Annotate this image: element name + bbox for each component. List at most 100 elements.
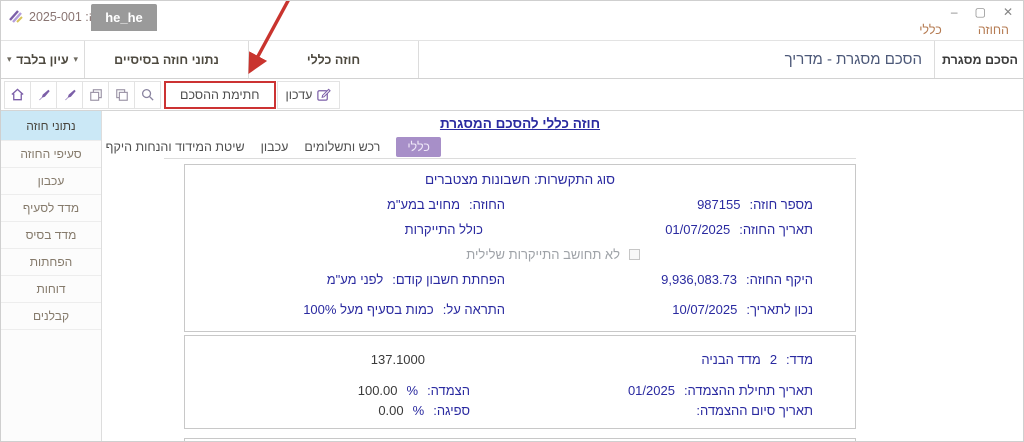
caret-down-icon[interactable]: ▾	[7, 54, 12, 64]
field-value: 10/07/2025	[672, 302, 738, 317]
ribbon-spacer: הסכם מסגרת - מדריך	[419, 41, 935, 78]
index-field: מדד: 2 מדד הבניה	[701, 352, 813, 367]
tab-indexation-method[interactable]: שיטת המידוד והנחות היקף	[105, 140, 245, 154]
menu-bar: החוזה כללי	[919, 23, 1009, 37]
pin-icon	[38, 89, 50, 100]
tab-retention[interactable]: עכבון	[260, 140, 289, 154]
negative-escalation-row: לא תחושב התייקרות שלילית	[466, 247, 640, 262]
field-value: 01/07/2025	[665, 222, 731, 237]
agreement-signature-button[interactable]: חתימת ההסכם	[164, 80, 276, 109]
field-value: 01/2025	[627, 383, 675, 398]
linkage-start-field: תאריך תחילת ההצמדה: 01/2025	[628, 383, 813, 398]
sidebar-nav: נתוני חוזה סעיפי החוזה עכבון מדד לסעיף מ…	[1, 111, 102, 441]
title-bar: חוזה: 2025-001 he_he – ▢ ✕ החוזה כללי	[1, 1, 1023, 41]
next-panel-edge	[184, 438, 856, 441]
negative-escalation-checkbox[interactable]	[629, 249, 640, 260]
field-label: לא תחושב התייקרות שלילית	[466, 247, 620, 262]
menu-item-contract[interactable]: החוזה	[977, 23, 1009, 37]
sidebar-item-deductions[interactable]: הפחתות	[1, 249, 101, 276]
close-button[interactable]: ✕	[1002, 5, 1013, 19]
contract-details-panel: סוג התקשרות: חשבונות מצטברים מספר חוזה: …	[184, 164, 856, 332]
home-icon	[11, 88, 24, 101]
field-label: מדד:	[786, 352, 813, 367]
field-label: מספר חוזה:	[749, 197, 813, 212]
ribbon-tab-row: ▾ עיון בלבד ▾ נתוני חוזה בסיסיים חוזה כל…	[1, 41, 1023, 79]
detail-tabs: כללי רכש ותשלומים עכבון שיטת המידוד והנח…	[106, 136, 441, 158]
field-value: 9,936,083.73	[661, 272, 738, 287]
field-label: התראה על:	[442, 302, 505, 317]
document-tab[interactable]: he_he	[91, 4, 157, 31]
index-linkage-panel: מדד: 2 מדד הבניה 137.1000 תאריך תחילת הה…	[184, 335, 856, 429]
caret-down-icon[interactable]: ▾	[73, 54, 78, 64]
search-button[interactable]	[134, 80, 161, 109]
field-value: כולל התייקרות	[404, 222, 483, 237]
alert-field: התראה על: כמות בסעיף מעל 100%	[303, 302, 505, 317]
tab-general[interactable]: כללי	[396, 137, 441, 157]
prev-account-deduction-field: הפחתת חשבון קודם: לפני מע"מ	[327, 272, 505, 287]
ribbon-tab-general-contract[interactable]: חוזה כללי	[249, 41, 419, 78]
pin-button-1[interactable]	[30, 80, 57, 109]
document-title: הסכם מסגרת - מדריך	[784, 51, 922, 68]
field-value: 2	[769, 352, 778, 367]
field-label: החוזה:	[469, 197, 505, 212]
ribbon-tab-framework-agreement[interactable]: הסכם מסגרת	[941, 52, 1019, 67]
ribbon-tab-basic-contract-data[interactable]: נתוני חוזה בסיסיים	[85, 41, 249, 78]
absorption-percent-field: ספיגה: % 0.00	[378, 403, 470, 418]
sidebar-item-contract-data[interactable]: נתוני חוזה	[1, 111, 101, 141]
field-value: 0.00	[378, 403, 404, 418]
field-label: נכון לתאריך:	[746, 302, 813, 317]
field-value: כמות בסעיף מעל 100%	[303, 302, 434, 317]
sidebar-item-reports[interactable]: דוחות	[1, 276, 101, 303]
tab-procurement-payments[interactable]: רכש ותשלומים	[304, 140, 381, 154]
index-rate-value: 137.1000	[370, 352, 425, 367]
general-contract-link[interactable]: חוזה כללי להסכם המסגרת	[439, 116, 601, 131]
pin-button-2[interactable]	[56, 80, 83, 109]
contract-scope-field: היקף החוזה: 9,936,083.73	[661, 272, 813, 287]
menu-item-general[interactable]: כללי	[919, 23, 942, 37]
engagement-type-title: סוג התקשרות: חשבונות מצטברים	[424, 172, 616, 187]
linkage-end-field: תאריך סיום ההצמדה:	[687, 403, 813, 418]
tabs-divider	[164, 158, 856, 159]
linkage-percent-field: הצמדה: % 100.00	[358, 383, 470, 398]
view-mode-label: עיון בלבד	[16, 52, 69, 67]
field-label: תאריך החוזה:	[739, 222, 813, 237]
vat-status-field: החוזה: מחויב במע"מ	[387, 197, 505, 212]
field-value: 987155	[697, 197, 741, 212]
pin-icon	[64, 89, 76, 100]
search-icon	[141, 88, 154, 101]
toolbar: חתימת ההסכם עדכון	[1, 79, 1023, 111]
contract-number-field: מספר חוזה: 987155	[697, 197, 813, 212]
maximize-button[interactable]: ▢	[974, 5, 986, 19]
field-label: הצמדה:	[427, 383, 470, 398]
field-value: לפני מע"מ	[326, 272, 384, 287]
sidebar-item-retention[interactable]: עכבון	[1, 168, 101, 195]
contract-date-field: תאריך החוזה: 01/07/2025	[665, 222, 813, 237]
escalation-field: כולל התייקרות	[405, 222, 483, 237]
home-button[interactable]	[4, 80, 31, 109]
field-value: מחויב במע"מ	[386, 197, 461, 212]
minimize-button[interactable]: –	[950, 5, 958, 19]
field-value: 100.00	[357, 383, 398, 398]
tile-windows-icon	[115, 88, 128, 101]
valid-date-field: נכון לתאריך: 10/07/2025	[672, 302, 813, 317]
field-label: היקף החוזה:	[746, 272, 813, 287]
cascade-windows-icon	[89, 88, 102, 101]
percent-sign: %	[412, 403, 425, 418]
edit-icon	[317, 88, 332, 101]
percent-sign: %	[406, 383, 419, 398]
index-name: מדד הבניה	[701, 352, 761, 367]
field-label: תאריך סיום ההצמדה:	[696, 403, 813, 418]
update-button[interactable]: עדכון	[276, 80, 341, 109]
sidebar-item-clause-index[interactable]: מדד לסעיף	[1, 195, 101, 222]
field-label: תאריך תחילת ההצמדה:	[683, 383, 813, 398]
sidebar-item-contractors[interactable]: קבלנים	[1, 303, 101, 330]
sidebar-item-contract-clauses[interactable]: סעיפי החוזה	[1, 141, 101, 168]
sidebar-item-base-index[interactable]: מדד בסיס	[1, 222, 101, 249]
field-label: הפחתת חשבון קודם:	[392, 272, 505, 287]
app-logo-icon	[9, 10, 23, 23]
cascade-windows-button[interactable]	[82, 80, 109, 109]
view-mode-dropdown[interactable]: ▾ עיון בלבד ▾	[1, 41, 85, 78]
tile-windows-button[interactable]	[108, 80, 135, 109]
update-button-label: עדכון	[285, 87, 313, 102]
